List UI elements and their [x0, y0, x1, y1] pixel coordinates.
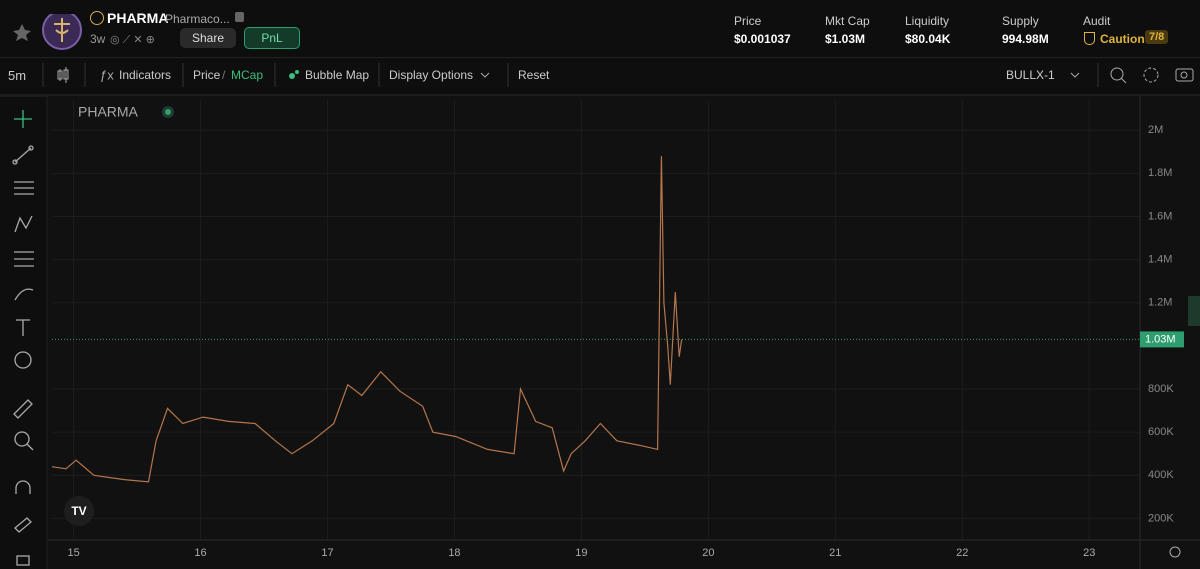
copy-icon[interactable] [235, 12, 244, 22]
share-button[interactable]: Share [180, 28, 236, 48]
bubble-map-button[interactable]: Bubble Map [305, 68, 370, 82]
token-name: Pharmaco... [165, 12, 230, 26]
indicators-button[interactable]: Indicators [119, 68, 172, 82]
y-tick-label: 1.2M [1148, 297, 1172, 309]
stat-label[interactable]: Audit [1083, 14, 1111, 28]
social-icons[interactable]: ◎ ⟋ ✕ ⊕ [110, 34, 155, 46]
y-tick-label: 400K [1148, 469, 1174, 481]
stat-value: $1.03M [825, 32, 866, 46]
y-tick-label: 600K [1148, 426, 1174, 438]
series-line [51, 156, 683, 483]
verified-icon [90, 11, 104, 25]
price-label-bg [1140, 331, 1184, 348]
stat-label: Supply [1002, 14, 1039, 28]
y-tick-label: 1.6M [1148, 210, 1172, 222]
x-tick-label: 15 [67, 547, 79, 559]
price-label: 1.03M [1145, 333, 1176, 345]
x-tick-label: 21 [829, 547, 841, 559]
toolbar-icons: ƒx [42, 63, 1194, 87]
x-tick-label: 18 [448, 547, 460, 559]
y-tick-label: 1.4M [1148, 254, 1172, 266]
y-tick-label: 2M [1148, 124, 1163, 136]
legend-label: PHARMA [78, 104, 139, 120]
toolbar: ƒx 5m Indicators Price / MCap Bubble Map… [0, 57, 1200, 97]
tv-logo[interactable] [64, 496, 94, 526]
y-tick-label: 800K [1148, 383, 1174, 395]
interval[interactable]: 5m [8, 68, 27, 83]
header: PHARMA Pharmaco... 3w ◎ ⟋ ✕ ⊕ Share PnL … [0, 0, 1200, 58]
tv-logo-mark: TV [71, 504, 86, 518]
reset-button[interactable]: Reset [518, 68, 550, 82]
separator: / [222, 68, 226, 82]
stat-value: 994.98M [1002, 32, 1049, 46]
x-tick-label: 23 [1083, 547, 1095, 559]
svg-text:ƒx: ƒx [100, 67, 114, 82]
stat-value: $80.04K [905, 32, 951, 46]
pnl-button[interactable]: PnL [244, 27, 300, 49]
legend-dot-inner [165, 109, 171, 115]
y-tick-label: 200K [1148, 512, 1174, 524]
x-tick-label: 20 [702, 547, 714, 559]
settings-icon[interactable] [1169, 546, 1181, 558]
plot-background [48, 96, 1200, 569]
x-tick-label: 17 [321, 547, 333, 559]
x-tick-label: 22 [956, 547, 968, 559]
price-toggle[interactable]: Price [193, 68, 221, 82]
y-tick-label: 1.8M [1148, 167, 1172, 179]
stat-label: Mkt Cap [825, 14, 870, 28]
stat-label: Price [734, 14, 762, 28]
shield-icon [1084, 32, 1095, 45]
mcap-toggle[interactable]: MCap [231, 68, 264, 82]
symbol: PHARMA [107, 10, 169, 26]
stat-label: Liquidity [905, 14, 950, 28]
chart: PHARMA TV 200K 400K 600K 800K 1.2M 1.4M 1.6M 1.… [48, 96, 1200, 569]
account-select[interactable]: BULLX-1 [1006, 68, 1055, 82]
age: 3w [90, 32, 106, 46]
x-tick-label: 16 [194, 547, 206, 559]
x-tick-label: 19 [575, 547, 587, 559]
audit-badge: 7/8 [1145, 30, 1169, 44]
header-icons [13, 14, 82, 50]
stat-value: $0.001037 [734, 32, 791, 46]
drawing-tools [12, 96, 48, 569]
panel-toggle[interactable] [1188, 296, 1200, 326]
audit-status: Caution [1100, 32, 1145, 46]
display-options-button[interactable]: Display Options [389, 68, 474, 82]
